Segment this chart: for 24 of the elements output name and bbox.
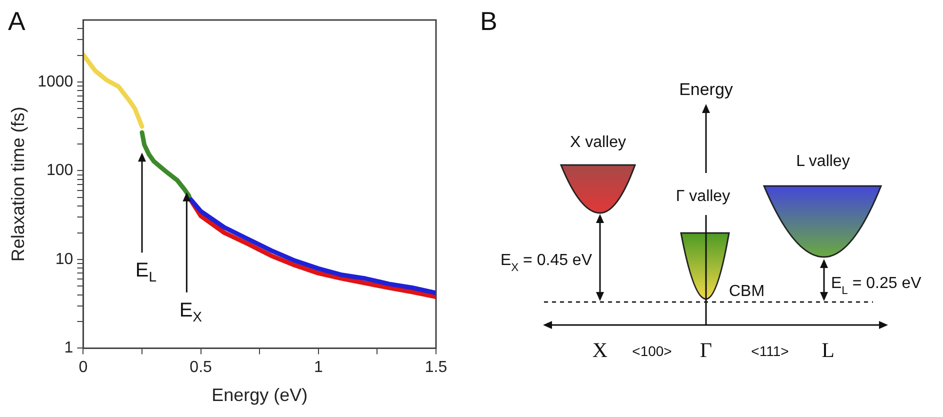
x-tick-label: 0.5: [190, 359, 212, 376]
text: L: [822, 338, 834, 362]
y-tick-label: 1: [64, 340, 74, 357]
text: L valley: [796, 153, 850, 170]
x-axis-title: Energy (eV): [212, 385, 308, 406]
text: X: [592, 338, 608, 362]
text: B: [480, 6, 498, 36]
x-tick-label: 1: [314, 359, 323, 376]
x-tick-label: 0: [78, 359, 88, 376]
text: <100>: [632, 343, 672, 359]
y-tick-label: 1000: [38, 73, 74, 90]
y-tick-label: 100: [46, 162, 74, 180]
text: <111>: [751, 343, 789, 359]
text: Γ valley: [676, 188, 730, 205]
text: E$_{X}$ = 0.45 eV: [500, 252, 592, 274]
text: Energy: [679, 80, 734, 99]
text: Γ: [700, 338, 712, 362]
text: CBM: [729, 283, 765, 300]
y-tick-label: 10: [55, 250, 74, 268]
text: X valley: [570, 134, 626, 151]
x-tick-label: 1.5: [424, 359, 448, 376]
y-axis-title: Relaxation time (fs): [8, 106, 28, 262]
text: E$_{L}$ = 0.25 eV: [831, 275, 922, 297]
text: A: [8, 6, 26, 36]
